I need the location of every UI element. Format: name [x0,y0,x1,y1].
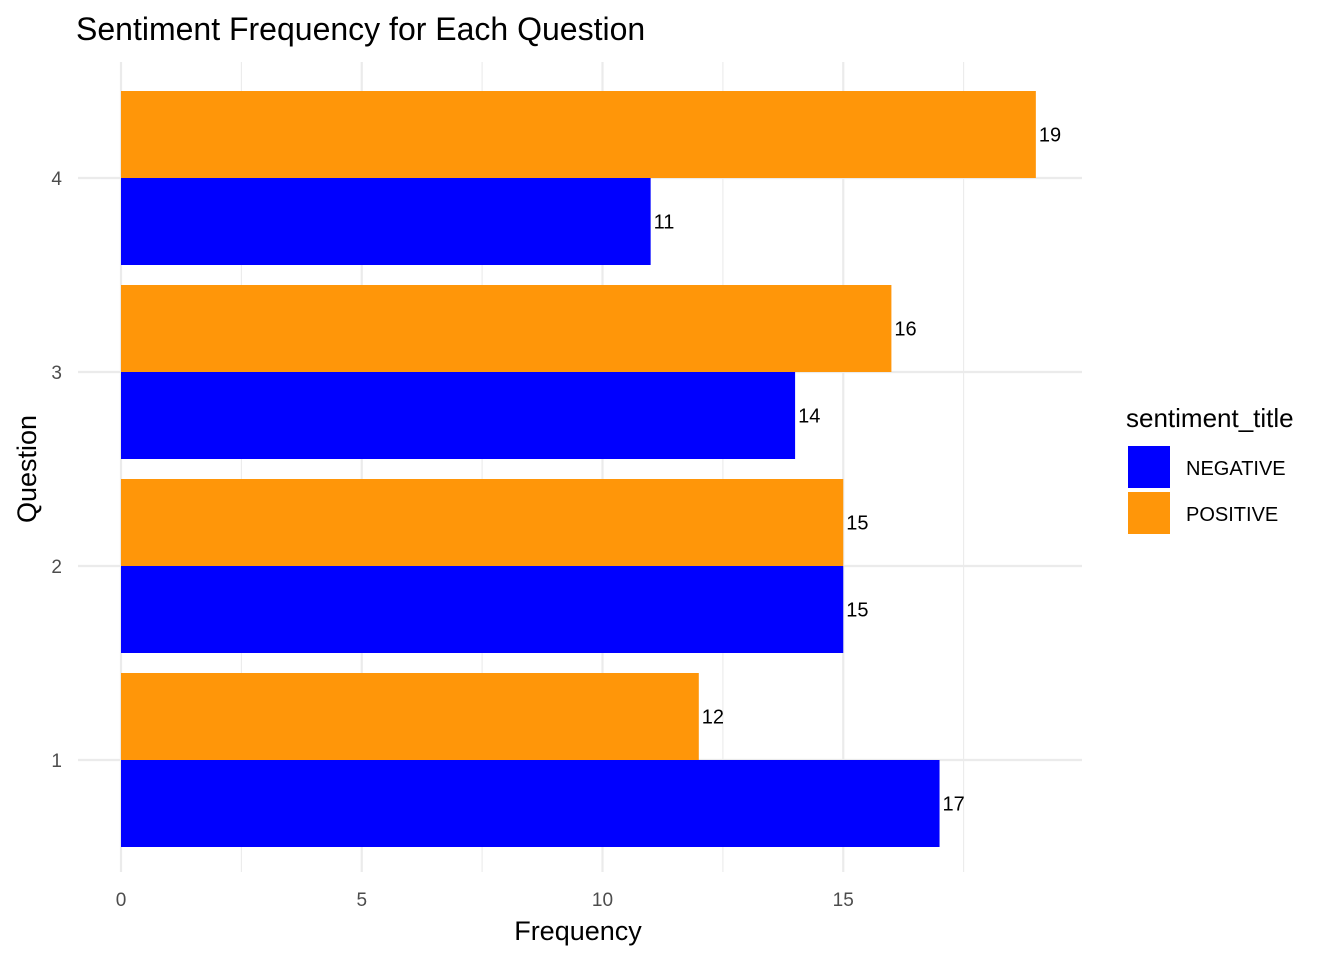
data-label-negative-q2: 15 [846,600,868,622]
y-axis-ticks: 1 2 3 4 [51,169,62,772]
bar-negative-q1 [121,760,940,847]
x-tick-label: 15 [833,890,854,911]
y-tick-label: 1 [51,751,62,772]
x-tick-label: 5 [356,890,367,911]
bars [121,91,1036,847]
bar-positive-q3 [121,285,892,372]
legend-title: sentiment_title [1126,403,1294,433]
data-label-positive-q2: 15 [846,513,868,535]
chart-title: Sentiment Frequency for Each Question [76,11,645,47]
bar-negative-q3 [121,372,796,459]
bar-positive-q1 [121,673,699,760]
data-label-negative-q3: 14 [798,406,820,428]
bar-positive-q4 [121,91,1036,178]
y-tick-label: 3 [51,363,62,384]
y-tick-label: 2 [51,557,62,578]
x-axis-ticks: 0 5 10 15 [116,890,854,911]
bar-negative-q2 [121,566,844,653]
legend-label-negative: NEGATIVE [1186,458,1286,480]
data-label-negative-q4: 11 [654,212,675,234]
legend-key-negative [1128,446,1170,488]
y-tick-label: 4 [51,169,62,190]
x-axis-title: Frequency [514,916,642,946]
legend: sentiment_title NEGATIVE POSITIVE [1126,403,1294,534]
y-axis-title: Question [12,415,42,523]
legend-label-positive: POSITIVE [1186,504,1278,526]
data-label-positive-q1: 12 [702,707,724,729]
bar-negative-q4 [121,178,651,265]
data-labels: 12 17 15 15 16 14 19 11 [654,125,1061,816]
x-tick-label: 10 [592,890,613,911]
data-label-positive-q4: 19 [1039,125,1061,147]
bar-positive-q2 [121,479,844,566]
x-tick-label: 0 [116,890,127,911]
legend-key-positive [1128,492,1170,534]
data-label-negative-q1: 17 [943,794,965,816]
data-label-positive-q3: 16 [894,319,916,341]
